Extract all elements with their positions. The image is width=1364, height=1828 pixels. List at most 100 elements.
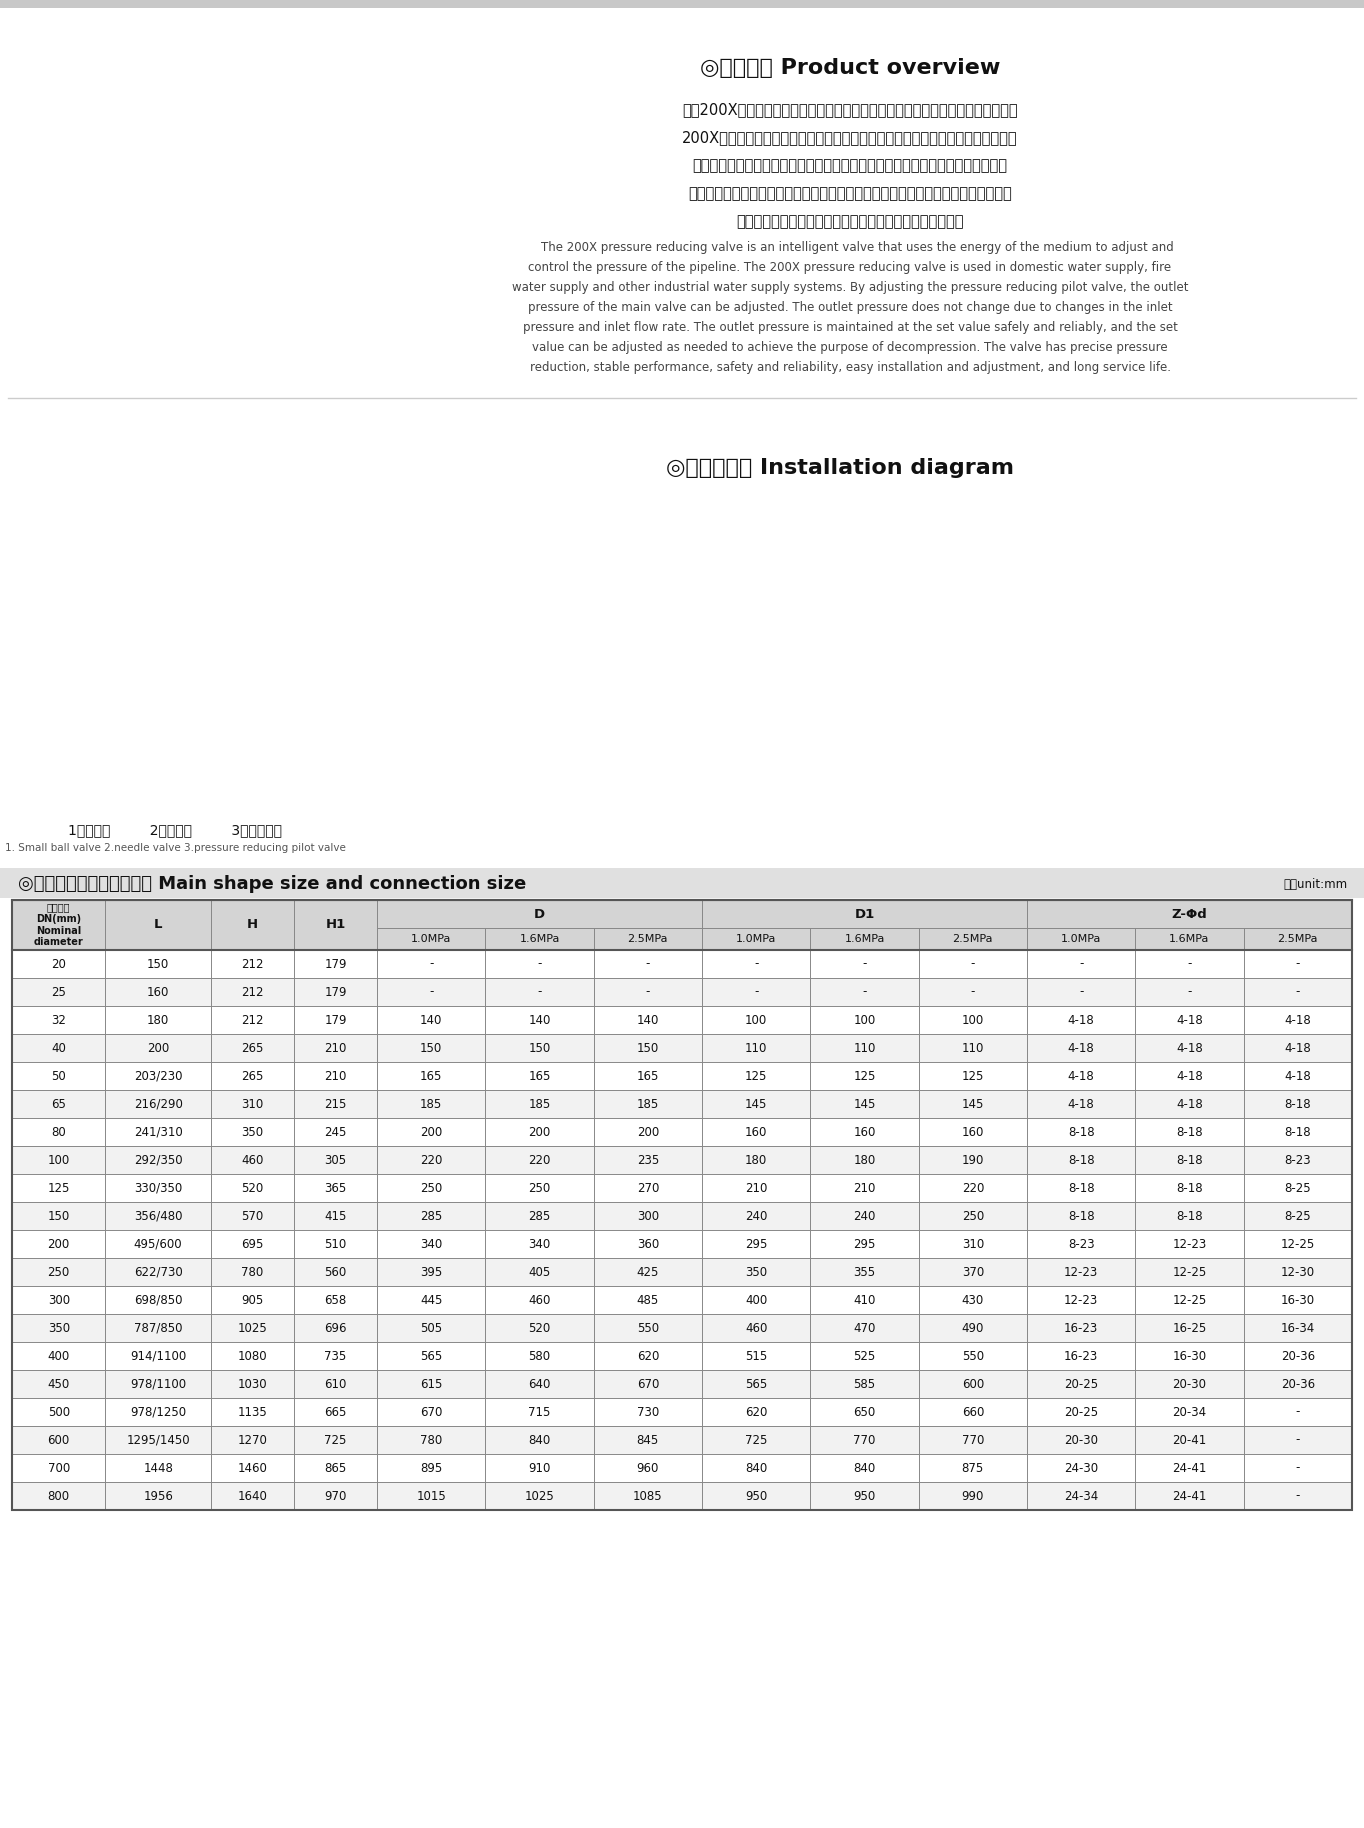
Text: 精确，性能稳定，安全可靠，安装调节方便，使用寿命长。: 精确，性能稳定，安全可靠，安装调节方便，使用寿命长。 [737, 214, 964, 230]
Bar [1135, 1398, 1244, 1426]
Text: 1640: 1640 [237, 1490, 267, 1503]
Bar [376, 1483, 486, 1510]
Text: 1956: 1956 [143, 1490, 173, 1503]
Text: 585: 585 [854, 1378, 876, 1391]
Text: ◎主要外形尺寸和连接尺寸 Main shape size and connection size: ◎主要外形尺寸和连接尺寸 Main shape size and connect… [18, 876, 527, 894]
Text: 185: 185 [528, 1097, 551, 1110]
Text: 250: 250 [48, 1265, 70, 1278]
Text: 1015: 1015 [416, 1490, 446, 1503]
Text: 245: 245 [325, 1126, 346, 1139]
Bar [919, 1146, 1027, 1174]
Bar [1244, 1369, 1352, 1398]
Text: 8-18: 8-18 [1176, 1181, 1203, 1194]
Text: D: D [533, 907, 546, 921]
Text: 212: 212 [241, 985, 263, 998]
Bar [376, 1342, 486, 1369]
Bar [810, 1483, 919, 1510]
Text: 990: 990 [962, 1490, 983, 1503]
Text: 地将出口压力维持在设定值上，并可根据需要调节设定值以达到减压目的。该阀减压: 地将出口压力维持在设定值上，并可根据需要调节设定值以达到减压目的。该阀减压 [687, 186, 1012, 201]
Bar [295, 1119, 376, 1146]
Text: 32: 32 [52, 1013, 67, 1027]
Bar [1135, 1230, 1244, 1258]
Text: 485: 485 [637, 1294, 659, 1307]
Text: 110: 110 [962, 1042, 983, 1055]
Text: 405: 405 [528, 1265, 551, 1278]
Text: 210: 210 [325, 1069, 346, 1082]
Bar [211, 1258, 295, 1287]
Bar [1027, 1089, 1135, 1119]
Bar [295, 1203, 376, 1230]
Bar [810, 1089, 919, 1119]
Text: 425: 425 [637, 1265, 659, 1278]
Text: 4-18: 4-18 [1285, 1013, 1311, 1027]
Text: 1.0MPa: 1.0MPa [737, 934, 776, 943]
Text: 8-18: 8-18 [1068, 1210, 1094, 1223]
Text: 570: 570 [241, 1210, 263, 1223]
Bar [486, 1342, 593, 1369]
Text: 565: 565 [420, 1349, 442, 1362]
Text: 445: 445 [420, 1294, 442, 1307]
Bar [295, 1146, 376, 1174]
Bar [1244, 1398, 1352, 1426]
Bar [1027, 1146, 1135, 1174]
Bar [105, 1314, 211, 1342]
Text: 470: 470 [854, 1322, 876, 1334]
Bar [919, 929, 1027, 951]
Bar [376, 1314, 486, 1342]
Text: 179: 179 [325, 958, 346, 971]
Bar [593, 951, 702, 978]
Text: 1030: 1030 [237, 1378, 267, 1391]
Text: 4-18: 4-18 [1068, 1013, 1094, 1027]
Text: 50: 50 [52, 1069, 65, 1082]
Text: 910: 910 [528, 1462, 551, 1475]
Text: 12-30: 12-30 [1281, 1265, 1315, 1278]
Bar [105, 1342, 211, 1369]
Bar [105, 1426, 211, 1453]
Bar [12, 1453, 105, 1483]
Bar [1135, 1483, 1244, 1510]
Bar [810, 1146, 919, 1174]
Bar [919, 1426, 1027, 1453]
Bar [1135, 951, 1244, 978]
Bar [1027, 1342, 1135, 1369]
Text: 250: 250 [962, 1210, 983, 1223]
Bar [1135, 978, 1244, 1005]
Text: -: - [754, 958, 758, 971]
Text: 8-18: 8-18 [1068, 1181, 1094, 1194]
Bar [593, 1203, 702, 1230]
Bar [702, 1203, 810, 1230]
Bar [211, 1035, 295, 1062]
Text: 24-34: 24-34 [1064, 1490, 1098, 1503]
Bar [105, 1398, 211, 1426]
Text: value can be adjusted as needed to achieve the purpose of decompression. The val: value can be adjusted as needed to achie… [532, 342, 1168, 355]
Bar [211, 1287, 295, 1314]
Bar [12, 1258, 105, 1287]
Text: 715: 715 [528, 1406, 551, 1419]
Bar [486, 1089, 593, 1119]
Bar [919, 951, 1027, 978]
Text: 950: 950 [745, 1490, 768, 1503]
Bar [810, 929, 919, 951]
Bar [295, 1035, 376, 1062]
Text: 490: 490 [962, 1322, 983, 1334]
Text: -: - [1079, 985, 1083, 998]
Bar [486, 1314, 593, 1342]
Text: 4-18: 4-18 [1176, 1069, 1203, 1082]
Text: 16-23: 16-23 [1064, 1349, 1098, 1362]
Text: 265: 265 [241, 1042, 263, 1055]
Bar [1244, 1258, 1352, 1287]
Text: 730: 730 [637, 1406, 659, 1419]
Bar [486, 1035, 593, 1062]
Bar [376, 1089, 486, 1119]
Text: 500: 500 [48, 1406, 70, 1419]
Bar [1027, 1453, 1135, 1483]
Bar [702, 1453, 810, 1483]
Text: 单位unit:mm: 单位unit:mm [1284, 877, 1348, 890]
Text: water supply and other industrial water supply systems. By adjusting the pressur: water supply and other industrial water … [512, 282, 1188, 294]
Text: 695: 695 [241, 1238, 263, 1250]
Text: -: - [645, 985, 651, 998]
Bar [593, 1089, 702, 1119]
Text: 250: 250 [420, 1181, 442, 1194]
Text: 520: 520 [528, 1322, 551, 1334]
Bar [295, 899, 376, 951]
